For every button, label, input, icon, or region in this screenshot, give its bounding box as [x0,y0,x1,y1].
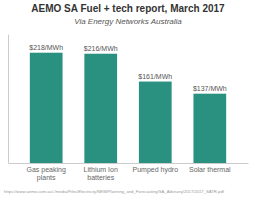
data-label: $137/MWh [193,85,227,92]
data-label: $216/MWh [84,45,118,52]
x-axis: Gas peakingplants Lithium Ionbatteries Pum… [9,164,249,182]
data-label: $218/MWh [29,44,63,51]
y-axis [8,35,9,164]
bars [30,53,226,163]
bar [84,54,117,163]
x-tick-label: Gas peakingplants [27,166,66,182]
x-axis-line [9,163,249,164]
title: AEMO SA Fuel + tech report, March 2017 [31,3,225,14]
y-axis-line [8,35,9,164]
x-tick-label: Solar thermal [189,166,231,173]
bar [139,82,172,163]
x-tick-label: Pumped hydro [133,166,179,174]
x-tick-label: Lithium Ionbatteries [84,166,118,181]
x-tick: Lithium Ionbatteries [84,166,118,181]
subtitle: Via Energy Networks Australia [74,17,182,26]
chart: AEMO SA Fuel + tech report, March 2017 Vi… [0,0,256,197]
data-label: $161/MWh [138,73,172,80]
bar [30,53,63,163]
x-tick: Pumped hydro [133,166,179,174]
x-tick: Gas peakingplants [27,166,66,182]
data-labels: $218/MWh $216/MWh $161/MWh $137/MWh [29,44,227,92]
footer: https://www.aemo.com.au/-/media/Files/El… [4,189,225,194]
bar [193,94,226,163]
x-tick: Solar thermal [189,166,231,173]
